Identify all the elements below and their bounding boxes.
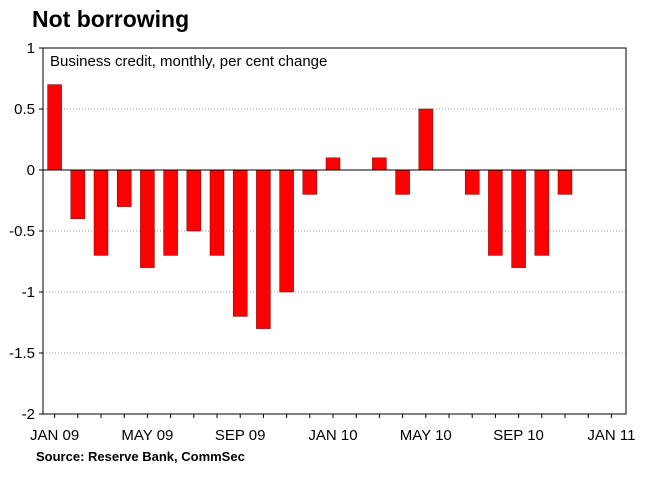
- bar: [47, 84, 62, 171]
- bar: [557, 169, 573, 195]
- bar: [209, 169, 225, 256]
- gridlines: [43, 108, 626, 354]
- bar: [279, 169, 294, 293]
- bar: [93, 169, 109, 256]
- y-tick-label: 1: [27, 40, 35, 57]
- x-axis: JAN 09 MAY 09 SEP 09 JAN 10 MAY 10 SEP 10 JAN …: [30, 414, 635, 444]
- y-axis: 1 0.5 0 -0.5 -1 -1.5 -2: [9, 40, 43, 423]
- bar: [186, 169, 202, 232]
- x-tick-label: SEP 10: [493, 427, 544, 444]
- bar: [302, 169, 318, 195]
- bar: [488, 169, 503, 256]
- bar: [372, 157, 387, 171]
- bar: [116, 169, 132, 207]
- x-tick-label: JAN 10: [308, 427, 357, 444]
- bar: [232, 169, 248, 317]
- bar: [325, 157, 341, 171]
- bar: [163, 169, 178, 256]
- y-tick-label: -1.5: [9, 345, 35, 362]
- bar: [534, 169, 550, 256]
- bar: [70, 169, 86, 220]
- y-tick-label: 0.5: [14, 101, 35, 118]
- chart-title: Not borrowing: [32, 6, 190, 32]
- bars: [47, 84, 573, 329]
- y-tick-label: -2: [22, 406, 35, 423]
- x-tick-label: MAY 09: [121, 427, 173, 444]
- x-tick-label: SEP 09: [215, 427, 266, 444]
- bar: [464, 169, 480, 195]
- source-note: Source: Reserve Bank, CommSec: [36, 449, 245, 464]
- y-tick-label: 0: [27, 162, 35, 179]
- y-tick-label: -0.5: [9, 223, 35, 240]
- bar: [395, 169, 410, 195]
- bar: [256, 169, 271, 329]
- y-tick-label: -1: [22, 284, 35, 301]
- x-tick-label: JAN 09: [30, 427, 79, 444]
- x-tick-label: MAY 10: [400, 427, 452, 444]
- bar: [418, 108, 434, 171]
- chart-subtitle: Business credit, monthly, per cent chang…: [50, 53, 327, 70]
- bar: [511, 169, 526, 268]
- x-tick-label: JAN 11: [587, 427, 635, 444]
- bar: [140, 169, 155, 268]
